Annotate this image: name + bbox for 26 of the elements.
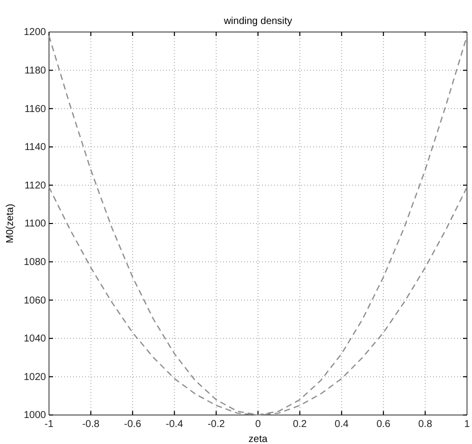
x-tick-label: 0.2 bbox=[292, 419, 308, 430]
x-tick-label: -0.4 bbox=[166, 419, 184, 430]
line-series bbox=[48, 35, 468, 416]
y-axis-title: M0(zeta) bbox=[5, 204, 16, 244]
x-tick-label: -1 bbox=[44, 419, 54, 430]
x-tick-label: 0.8 bbox=[418, 419, 433, 430]
y-tick-label: 1060 bbox=[24, 295, 46, 306]
y-tick-label: 1160 bbox=[24, 104, 46, 115]
x-tick-label: 0.4 bbox=[334, 419, 349, 430]
x-tick-label: 1 bbox=[464, 419, 470, 430]
x-tick-label: -0.8 bbox=[82, 419, 100, 430]
y-tick-label: 1100 bbox=[24, 218, 46, 230]
x-tick-label: -0.2 bbox=[208, 419, 226, 430]
y-tick-label: 1040 bbox=[24, 334, 46, 345]
x-axis-title: zeta bbox=[248, 434, 268, 444]
x-tick-label: 0.6 bbox=[376, 419, 391, 430]
y-tick-label: 1180 bbox=[24, 66, 46, 76]
x-tick-label: -0.6 bbox=[124, 419, 142, 430]
y-tick-label: 1080 bbox=[24, 257, 46, 268]
chart-title: winding density bbox=[222, 16, 292, 27]
x-tick-label: 0 bbox=[255, 419, 262, 430]
y-tick-label: 1000 bbox=[24, 410, 46, 422]
y-tick-label: 1140 bbox=[24, 142, 46, 154]
y-tick-label: 1200 bbox=[24, 27, 46, 38]
y-tick-label: 1120 bbox=[24, 180, 46, 192]
y-tick-label: 1020 bbox=[24, 372, 46, 383]
